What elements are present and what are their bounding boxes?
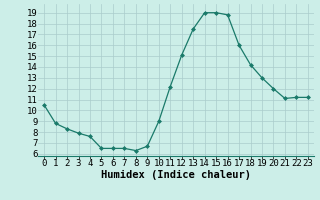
X-axis label: Humidex (Indice chaleur): Humidex (Indice chaleur) xyxy=(101,170,251,180)
